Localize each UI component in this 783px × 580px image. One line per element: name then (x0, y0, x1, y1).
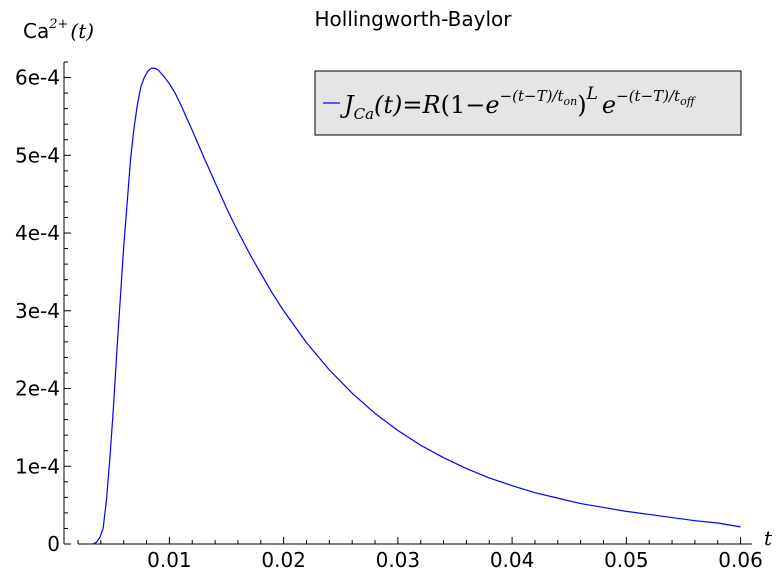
y-tick-label: 0 (47, 532, 60, 556)
formula-j-subscript: Ca (354, 105, 374, 123)
formula-exponent1-subscript: on (564, 95, 578, 108)
formula-e1: e (485, 91, 499, 119)
chart-title: Hollingworth-Baylor (315, 7, 513, 31)
x-axis-label-text: t (764, 526, 773, 550)
y-tick-label: 1e-4 (15, 454, 60, 478)
x-tick-label: 0.04 (490, 548, 535, 572)
formula-exponent1: −(t−T)/t (500, 87, 565, 105)
y-tick-label: 5e-4 (15, 143, 60, 167)
x-axis-label: t (764, 526, 773, 550)
x-tick-label: 0.01 (147, 548, 192, 572)
x-ticks: 0.01 0.02 0.03 0.04 0.05 0.06 (77, 537, 763, 572)
formula-argument: (t) (374, 91, 402, 119)
svg-text:Ca2+(t): Ca2+ (t) (23, 17, 94, 43)
formula-r: R (422, 91, 441, 119)
y-tick-label: 6e-4 (15, 66, 60, 90)
chart-title-group: Hollingworth-Baylor (315, 7, 513, 31)
legend: JCa(t)=R(1−e−(t−T)/ton)L e−(t−T)/toff (314, 70, 742, 136)
legend-formula: JCa(t)=R(1−e−(t−T)/ton)L e−(t−T)/toff (339, 84, 697, 123)
y-axis-label-base: Ca (23, 19, 49, 43)
x-tick-label: 0.06 (718, 548, 763, 572)
x-tick-label: 0.05 (604, 548, 649, 572)
formula-exponent2-subscript: off (680, 95, 697, 108)
plot-lines (92, 67, 741, 545)
y-tick-label: 4e-4 (15, 221, 60, 245)
formula-e2: e (602, 91, 616, 119)
formula-open: (1− (441, 91, 486, 119)
series-line (92, 67, 741, 545)
y-axis-label-suffix: (t) (70, 19, 94, 43)
formula-close: ) (577, 91, 586, 119)
axes (63, 62, 752, 545)
y-ticks: 0 1e-4 2e-4 3e-4 4e-4 5e-4 6e-4 (15, 61, 71, 556)
x-tick-label: 0.03 (376, 548, 421, 572)
y-axis-label-superscript: 2+ (48, 17, 68, 32)
y-axis-label: Ca2+ (t) (23, 17, 94, 43)
x-tick-label: 0.02 (261, 548, 306, 572)
formula-equals: = (402, 91, 422, 119)
y-tick-label: 3e-4 (15, 299, 60, 323)
formula-l-exponent: L (586, 84, 598, 104)
legend-box (314, 70, 742, 136)
y-tick-label: 2e-4 (15, 377, 60, 401)
formula-exponent2: −(t−T)/t (616, 87, 681, 105)
